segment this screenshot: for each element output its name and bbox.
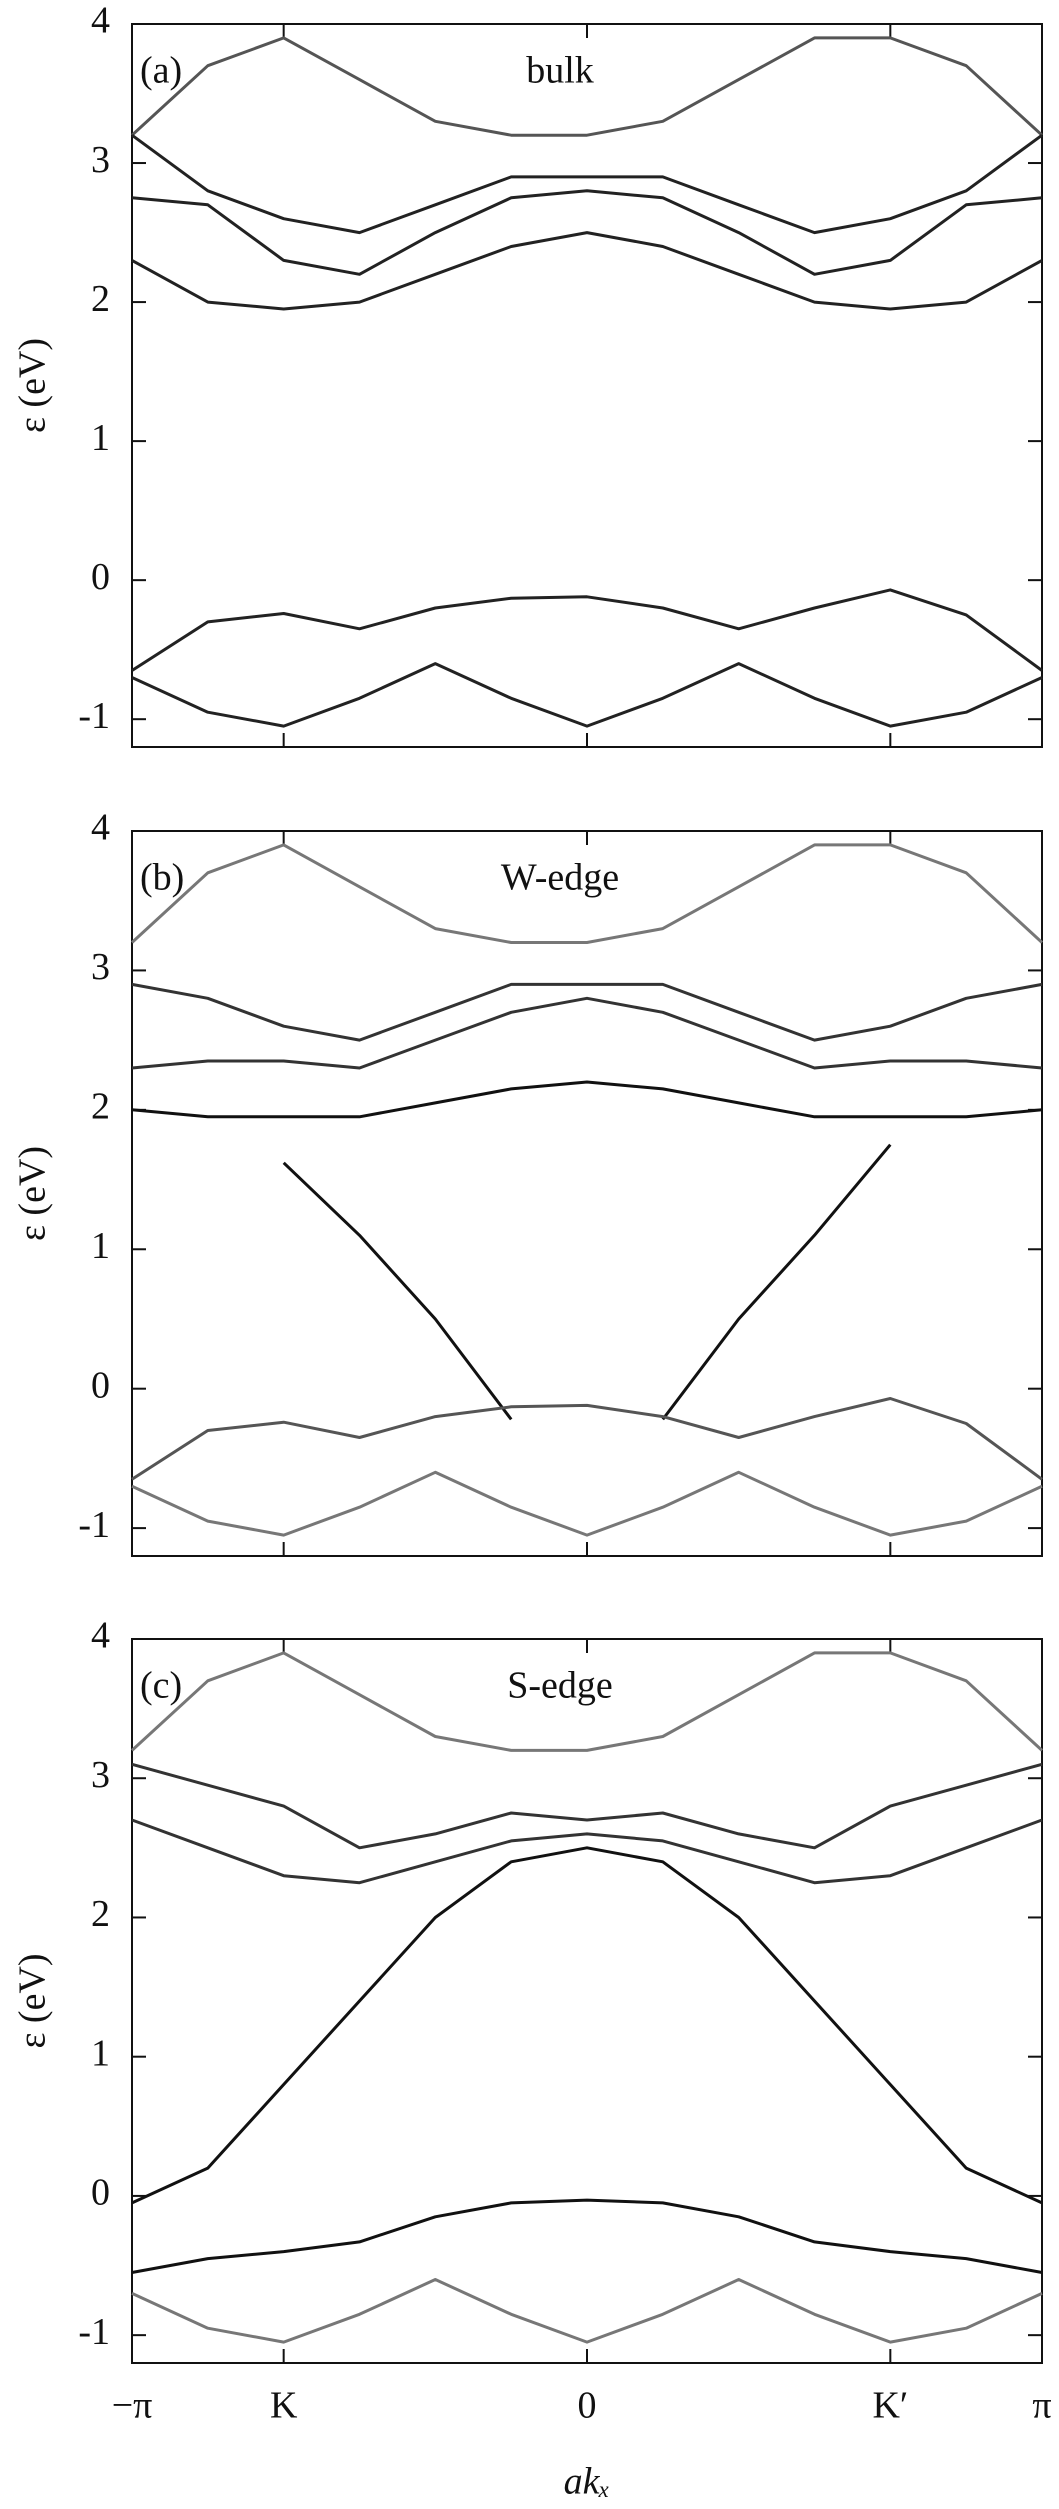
band-line <box>282 1143 892 1421</box>
y-tick-label: -1 <box>78 2311 110 2353</box>
y-tick-label: 1 <box>91 2032 110 2074</box>
panel-label: (c) <box>140 1665 182 1707</box>
y-tick-label: 0 <box>91 1364 110 1406</box>
y-tick-label: 4 <box>91 807 110 849</box>
plot-frame <box>131 830 1043 1557</box>
band-line <box>130 36 1044 137</box>
panel-title: S-edge <box>507 1665 613 1707</box>
y-tick-label: 2 <box>91 1086 110 1128</box>
band-line <box>131 996 1043 1070</box>
y-tick-label: 2 <box>91 278 110 320</box>
band-line <box>131 588 1043 672</box>
band-line <box>131 1080 1043 1119</box>
x-tick-label: 0 <box>578 2385 597 2427</box>
x-tick-label: K <box>270 2385 298 2427</box>
band-line <box>131 189 1043 276</box>
x-tick-label: K′ <box>872 2385 908 2427</box>
y-tick-label: 0 <box>91 2172 110 2214</box>
band-line <box>131 231 1043 311</box>
panel-title: W-edge <box>501 857 619 899</box>
x-axis-label: akₓ <box>564 2461 611 2503</box>
y-tick-label: 3 <box>91 1754 110 1796</box>
band-line <box>130 1651 1044 1752</box>
plot-frame <box>131 23 1043 748</box>
y-axis-label: ε (eV) <box>12 1146 54 1241</box>
band-line <box>131 1818 1043 1885</box>
band-line <box>131 1470 1043 1537</box>
band-line <box>131 133 1043 235</box>
band-line <box>131 1762 1043 1850</box>
y-tick-label: -1 <box>78 1504 110 1546</box>
y-tick-label: 4 <box>91 1615 110 1657</box>
band-line <box>131 2198 1043 2274</box>
band-line <box>131 982 1043 1042</box>
x-tick-label: π <box>1032 2385 1051 2427</box>
y-tick-label: 2 <box>91 1893 110 1935</box>
y-tick-label: -1 <box>78 695 110 737</box>
y-tick-label: 3 <box>91 139 110 181</box>
y-tick-label: 4 <box>91 0 110 42</box>
y-axis-label: ε (eV) <box>12 338 54 433</box>
panel-label: (b) <box>140 857 184 899</box>
panel-label: (a) <box>140 50 182 92</box>
panel-title: bulk <box>526 50 594 92</box>
x-tick-label: −π <box>112 2385 153 2427</box>
y-tick-label: 1 <box>91 1225 110 1267</box>
y-tick-label: 1 <box>91 417 110 459</box>
band-line <box>131 1397 1043 1481</box>
band-line <box>131 662 1043 728</box>
y-tick-label: 3 <box>91 946 110 988</box>
band-line <box>130 843 1044 944</box>
y-tick-label: 0 <box>91 556 110 598</box>
band-line <box>131 2278 1043 2344</box>
y-axis-label: ε (eV) <box>12 1953 54 2048</box>
band-line <box>131 1846 1043 2205</box>
